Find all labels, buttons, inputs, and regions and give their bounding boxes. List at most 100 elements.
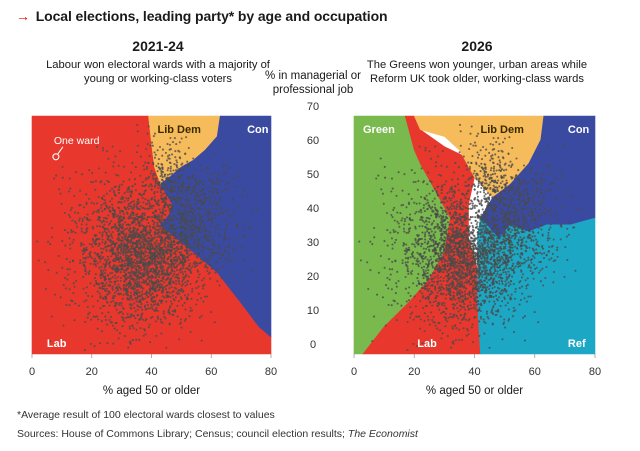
ward-point	[153, 227, 157, 230]
ward-point	[44, 261, 47, 264]
ward-point	[180, 198, 183, 201]
ward-point	[447, 255, 450, 258]
ward-point	[89, 262, 92, 265]
ward-point	[145, 165, 149, 169]
ward-point	[131, 244, 134, 247]
ward-point	[182, 179, 185, 182]
ward-point	[434, 209, 437, 212]
ward-point	[444, 318, 447, 321]
ward-point	[470, 295, 473, 299]
ward-point	[497, 310, 500, 313]
ward-point	[138, 295, 141, 298]
ward-point	[430, 290, 433, 293]
ward-point	[145, 203, 148, 206]
ward-point	[489, 290, 492, 293]
ward-point	[206, 295, 209, 298]
ward-point	[109, 189, 112, 192]
ward-point	[143, 305, 146, 308]
ward-point	[173, 270, 176, 273]
ward-point	[133, 221, 136, 224]
ward-point	[520, 285, 524, 288]
ward-point	[165, 346, 168, 349]
ward-point	[129, 277, 132, 280]
ward-point	[132, 279, 135, 282]
ward-point	[185, 296, 189, 299]
ward-point	[101, 297, 104, 300]
ward-point	[64, 276, 67, 279]
ward-point	[159, 227, 162, 230]
ward-point	[195, 287, 198, 290]
ward-point	[116, 270, 119, 273]
ward-point	[486, 255, 489, 258]
ward-point	[131, 272, 135, 275]
ward-point	[117, 217, 120, 220]
ward-point	[176, 226, 179, 229]
ward-point	[150, 185, 153, 188]
right-panel-title: 2026	[461, 38, 493, 54]
ward-point	[106, 206, 109, 209]
ward-point	[499, 207, 502, 210]
ward-point	[156, 149, 159, 152]
ward-point	[198, 273, 201, 276]
ward-point	[212, 190, 215, 193]
ward-point	[142, 262, 145, 265]
ward-point	[169, 252, 172, 255]
ward-point	[100, 221, 103, 224]
ward-point	[181, 216, 184, 219]
left-panel-subtitle: Labour won electoral wards with a majori…	[46, 59, 270, 85]
ward-point	[507, 281, 510, 284]
ward-point	[161, 288, 164, 292]
ward-point	[520, 276, 523, 279]
ward-point	[130, 269, 133, 273]
ward-point	[458, 253, 461, 256]
ward-point	[387, 287, 390, 290]
ward-point	[179, 240, 182, 243]
ward-point	[81, 220, 84, 223]
ward-point	[172, 181, 176, 184]
ward-point	[420, 282, 423, 285]
ward-point	[142, 229, 145, 232]
ward-point	[117, 268, 120, 271]
ward-point	[133, 290, 136, 293]
ward-point	[129, 296, 132, 299]
ward-point	[181, 212, 184, 215]
ward-point	[102, 202, 105, 205]
ward-point	[178, 288, 181, 291]
ward-point	[459, 308, 462, 311]
ward-point	[83, 251, 86, 254]
ward-point	[84, 257, 87, 260]
ward-point	[123, 192, 126, 195]
ward-point	[460, 271, 463, 274]
ward-point	[138, 269, 141, 272]
ward-point	[145, 294, 148, 297]
ward-point	[200, 339, 203, 342]
ward-point	[504, 254, 508, 257]
ward-point	[201, 259, 205, 262]
ward-point	[81, 253, 85, 256]
ward-point	[191, 216, 194, 219]
ward-point	[122, 312, 125, 315]
ward-point	[117, 312, 120, 315]
ward-point	[97, 282, 100, 285]
ward-point	[97, 318, 100, 321]
ward-point	[184, 198, 187, 201]
ward-point	[170, 267, 173, 270]
ward-point	[146, 199, 150, 202]
ward-point	[216, 181, 219, 184]
ward-point	[216, 176, 219, 179]
ward-point	[437, 260, 440, 263]
ward-point	[142, 257, 145, 260]
ward-point	[472, 303, 476, 306]
ward-point	[118, 332, 121, 335]
ward-point	[170, 254, 173, 257]
ward-point	[111, 271, 114, 275]
ward-point	[199, 258, 203, 261]
right-panel-subtitle: The Greens won younger, urban areas whil…	[366, 59, 588, 85]
ward-point	[124, 227, 127, 230]
ward-point	[472, 290, 475, 293]
ward-point	[77, 212, 80, 215]
ward-point	[82, 275, 85, 279]
ward-point	[232, 246, 235, 249]
left-panel-title: 2021-24	[132, 38, 184, 54]
